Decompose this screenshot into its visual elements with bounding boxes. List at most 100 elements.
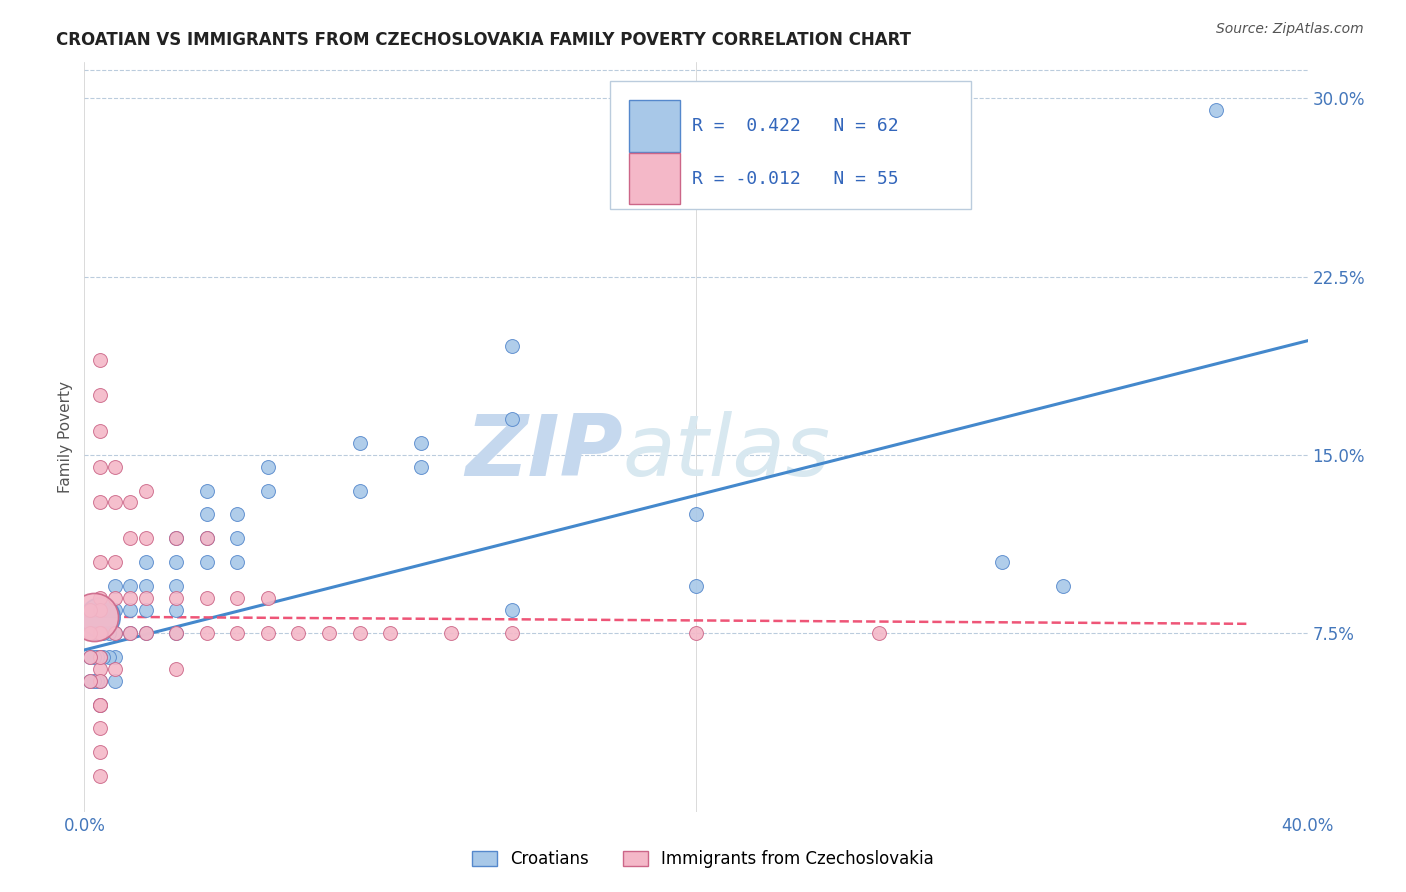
Text: R = -0.012   N = 55: R = -0.012 N = 55 — [692, 169, 898, 187]
Point — [165, 531, 187, 545]
Point — [135, 626, 157, 640]
Legend: Croatians, Immigrants from Czechoslovakia: Croatians, Immigrants from Czechoslovaki… — [465, 844, 941, 875]
Point — [89, 673, 111, 688]
Text: atlas: atlas — [623, 410, 831, 493]
Point — [104, 579, 127, 593]
Point — [79, 626, 101, 640]
Point — [502, 626, 524, 640]
Point — [195, 591, 218, 605]
Point — [104, 591, 127, 605]
Point — [89, 424, 111, 438]
Point — [97, 602, 120, 616]
Point — [89, 698, 111, 712]
Point — [380, 626, 402, 640]
Point — [89, 769, 111, 783]
Point — [104, 555, 127, 569]
FancyBboxPatch shape — [628, 153, 681, 204]
Point — [135, 626, 157, 640]
Text: CROATIAN VS IMMIGRANTS FROM CZECHOSLOVAKIA FAMILY POVERTY CORRELATION CHART: CROATIAN VS IMMIGRANTS FROM CZECHOSLOVAK… — [56, 31, 911, 49]
Point — [89, 650, 111, 665]
Point — [165, 531, 187, 545]
Point — [86, 602, 108, 616]
Point — [89, 352, 111, 367]
Point — [135, 591, 157, 605]
Point — [120, 495, 142, 509]
Point — [79, 626, 101, 640]
Point — [104, 626, 127, 640]
Point — [89, 602, 111, 616]
Point — [349, 436, 371, 450]
Point — [1205, 103, 1227, 117]
Point — [685, 626, 707, 640]
FancyBboxPatch shape — [610, 81, 972, 209]
Point — [104, 650, 127, 665]
Point — [89, 745, 111, 759]
Point — [79, 673, 101, 688]
Point — [226, 626, 249, 640]
Point — [409, 436, 432, 450]
Point — [349, 483, 371, 498]
Point — [89, 591, 111, 605]
Point — [89, 609, 111, 624]
Point — [79, 650, 101, 665]
Point — [165, 555, 187, 569]
Point — [502, 412, 524, 426]
Point — [79, 650, 101, 665]
Text: R =  0.422   N = 62: R = 0.422 N = 62 — [692, 117, 898, 135]
Point — [226, 508, 249, 522]
Point — [165, 591, 187, 605]
Point — [104, 459, 127, 474]
Point — [257, 483, 280, 498]
Point — [86, 673, 108, 688]
Point — [165, 602, 187, 616]
Point — [89, 673, 111, 688]
Point — [89, 662, 111, 676]
Point — [165, 626, 187, 640]
Point — [195, 483, 218, 498]
Point — [195, 555, 218, 569]
Point — [135, 555, 157, 569]
Point — [83, 602, 105, 616]
Point — [120, 626, 142, 640]
Point — [287, 626, 309, 640]
Point — [440, 626, 463, 640]
Point — [89, 626, 111, 640]
Point — [104, 602, 127, 616]
Point — [502, 338, 524, 352]
Point — [86, 626, 108, 640]
Point — [226, 591, 249, 605]
Point — [226, 531, 249, 545]
Point — [226, 555, 249, 569]
Point — [135, 483, 157, 498]
Point — [807, 162, 830, 177]
Text: ZIP: ZIP — [465, 410, 623, 493]
Point — [97, 650, 120, 665]
Point — [89, 722, 111, 736]
Point — [89, 495, 111, 509]
Point — [89, 626, 111, 640]
Point — [79, 602, 101, 616]
Point — [104, 662, 127, 676]
Point — [195, 626, 218, 640]
Point — [257, 626, 280, 640]
Point — [104, 673, 127, 688]
Point — [91, 602, 114, 616]
Point — [89, 698, 111, 712]
Point — [79, 602, 101, 616]
Point — [89, 602, 111, 616]
Point — [195, 531, 218, 545]
Point — [1052, 579, 1074, 593]
Point — [165, 579, 187, 593]
Point — [135, 579, 157, 593]
Point — [869, 626, 891, 640]
Point — [83, 650, 105, 665]
Point — [89, 626, 111, 640]
Point — [349, 626, 371, 640]
Point — [257, 459, 280, 474]
Point — [135, 602, 157, 616]
Point — [104, 495, 127, 509]
Point — [195, 531, 218, 545]
Point — [86, 650, 108, 665]
Point — [83, 673, 105, 688]
Point — [165, 662, 187, 676]
